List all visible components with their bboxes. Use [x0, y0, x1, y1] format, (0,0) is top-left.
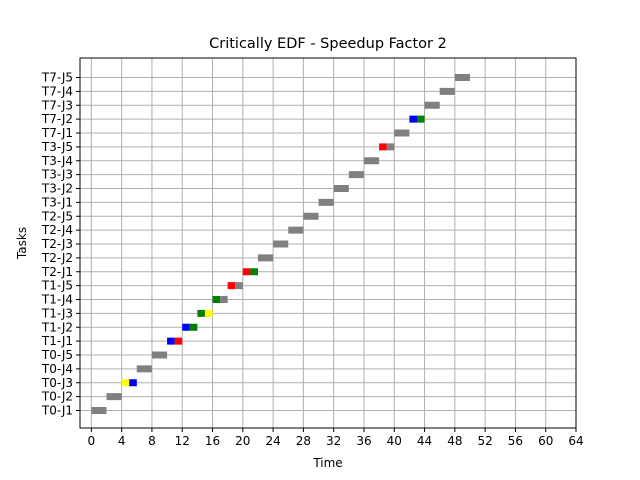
y-tick-label: T7-J4: [41, 84, 73, 98]
x-tick-label: 0: [88, 434, 96, 448]
x-tick-label: 44: [417, 434, 432, 448]
y-tick-label: T7-J2: [41, 112, 73, 126]
y-tick-label: T2-J2: [41, 251, 73, 265]
x-tick-label: 4: [118, 434, 126, 448]
job-bar-segment: [174, 337, 183, 345]
y-tick-label: T1-J1: [41, 334, 73, 348]
job-bar-segment: [416, 115, 425, 123]
y-tick-label: T0-J4: [41, 362, 73, 376]
job-bar-segment: [197, 309, 205, 317]
job-bar-segment: [151, 351, 168, 359]
job-bar-segment: [288, 226, 304, 234]
y-tick-label: T2-J1: [41, 265, 73, 279]
x-tick-label: 32: [326, 434, 341, 448]
x-axis-ticks: 0 4 8 12 16 20 24 28 32 36 40 44 48 52 56 60 64: [88, 428, 584, 448]
x-tick-label: 28: [296, 434, 311, 448]
y-tick-label: T2-J3: [41, 237, 73, 251]
job-bar-segment: [333, 185, 349, 192]
job-bar-segment: [273, 240, 289, 248]
y-tick-label: T7-J5: [41, 71, 73, 85]
chart-title: Critically EDF - Speedup Factor 2: [209, 36, 447, 52]
x-tick-label: 40: [387, 434, 402, 448]
job-bars: [91, 74, 470, 414]
job-bar-segment: [386, 143, 395, 151]
job-bar-segment: [235, 282, 243, 290]
job-bar-segment: [424, 101, 440, 109]
y-tick-label: T3-J4: [41, 154, 73, 168]
job-bar-segment: [303, 212, 319, 220]
x-tick-label: 48: [447, 434, 462, 448]
y-tick-label: T0-J3: [41, 376, 73, 390]
y-tick-label: T3-J3: [41, 168, 73, 182]
job-bar-segment: [189, 323, 198, 331]
y-tick-label: T3-J1: [41, 195, 73, 209]
y-tick-label: T3-J5: [41, 140, 73, 154]
job-bar-segment: [363, 157, 380, 165]
job-bar-segment: [394, 129, 410, 137]
job-bar-segment: [318, 198, 334, 206]
job-bar-segment: [454, 74, 470, 81]
y-tick-label: T7-J3: [41, 98, 73, 112]
job-bar-segment: [379, 143, 387, 151]
y-axis-ticks: T0-J1T0-J2T0-J3T0-J4T0-J5T1-J1T1-J2T1-J3…: [41, 71, 80, 418]
x-tick-label: 60: [538, 434, 553, 448]
job-bar-segment: [242, 268, 251, 276]
grid-lines: [80, 58, 577, 428]
job-bar-segment: [136, 365, 152, 373]
y-tick-label: T3-J2: [41, 182, 73, 196]
y-tick-label: T2-J4: [41, 223, 73, 237]
x-tick-label: 8: [148, 434, 156, 448]
job-bar-segment: [220, 296, 228, 303]
job-bar-segment: [106, 393, 122, 401]
y-tick-label: T1-J3: [41, 306, 73, 320]
y-tick-label: T2-J5: [41, 209, 73, 223]
plot-frame: [79, 57, 577, 429]
x-tick-label: 20: [235, 434, 250, 448]
y-tick-label: T1-J2: [41, 320, 73, 334]
job-bar-segment: [409, 115, 417, 123]
x-axis-label: Time: [312, 456, 342, 470]
job-bar-segment: [204, 309, 213, 317]
job-bar-segment: [227, 282, 236, 290]
x-tick-label: 36: [356, 434, 371, 448]
job-bar-segment: [257, 254, 274, 262]
x-tick-label: 24: [265, 434, 280, 448]
y-tick-label: T7-J1: [41, 126, 73, 140]
y-tick-label: T1-J4: [41, 293, 73, 307]
job-bar-segment: [121, 379, 130, 387]
job-bar-segment: [348, 171, 364, 179]
job-bar-segment: [439, 87, 455, 95]
job-bar-segment: [91, 407, 107, 414]
y-tick-label: T0-J1: [41, 404, 73, 418]
x-tick-label: 12: [175, 434, 190, 448]
x-tick-label: 56: [508, 434, 523, 448]
y-tick-label: T0-J2: [41, 390, 73, 404]
y-axis-label: Tasks: [15, 227, 29, 260]
job-bar-segment: [167, 337, 175, 345]
x-tick-label: 16: [205, 434, 220, 448]
job-bar-segment: [129, 379, 137, 387]
job-bar-segment: [250, 268, 258, 276]
job-bar-segment: [212, 296, 221, 303]
y-tick-label: T0-J5: [41, 348, 73, 362]
y-tick-label: T1-J5: [41, 279, 73, 293]
job-bar-segment: [182, 323, 190, 331]
x-tick-label: 52: [477, 434, 492, 448]
x-tick-label: 64: [568, 434, 583, 448]
